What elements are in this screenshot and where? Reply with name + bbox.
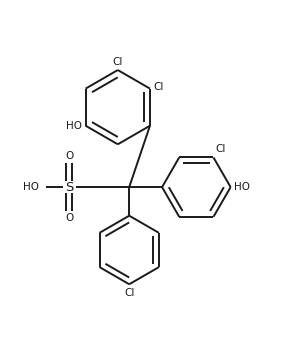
Text: Cl: Cl (153, 82, 164, 92)
Text: Cl: Cl (113, 57, 123, 67)
Text: S: S (65, 181, 73, 194)
Text: Cl: Cl (124, 288, 134, 298)
Text: HO: HO (234, 182, 250, 192)
Text: O: O (65, 213, 73, 223)
Text: O: O (65, 152, 73, 161)
Text: HO: HO (66, 121, 82, 131)
Text: HO: HO (23, 182, 39, 192)
Text: Cl: Cl (215, 144, 225, 154)
